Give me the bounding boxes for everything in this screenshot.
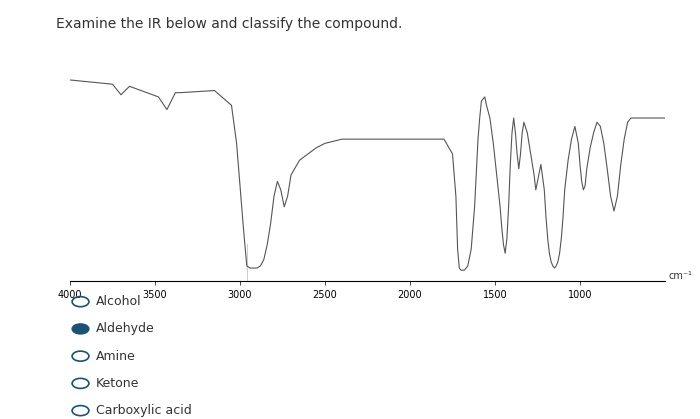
Text: Examine the IR below and classify the compound.: Examine the IR below and classify the co… — [56, 17, 402, 31]
Text: cm⁻¹: cm⁻¹ — [668, 271, 692, 281]
Text: Carboxylic acid: Carboxylic acid — [96, 404, 192, 417]
Text: Amine: Amine — [96, 349, 136, 363]
Text: Ketone: Ketone — [96, 377, 139, 390]
Text: Alcohol: Alcohol — [96, 295, 141, 308]
Text: Aldehyde: Aldehyde — [96, 322, 155, 336]
